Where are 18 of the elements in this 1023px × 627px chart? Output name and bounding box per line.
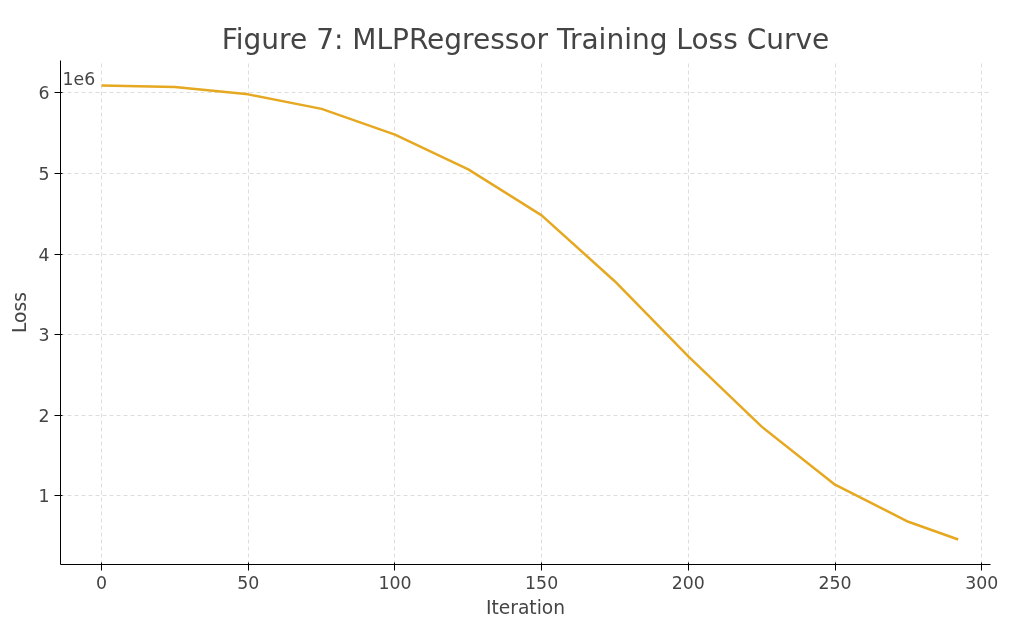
x-tick-label: 50 [237,572,260,593]
annotation: 1e6 [62,68,96,89]
x-tick-label: 100 [378,572,412,593]
y-tick-label: 2 [38,405,50,426]
x-tick-label: 300 [965,572,999,593]
x-axis-title: Iteration [485,596,566,618]
x-tick-label: 150 [525,572,559,593]
chart-title: Figure 7: MLPRegressor Training Loss Curve [221,22,830,56]
y-tick-label: 4 [38,244,50,265]
y-tick-label: 6 [38,83,50,104]
x-tick-label: 200 [671,572,705,593]
line-series [100,84,960,541]
x-tick-label: 0 [96,572,108,593]
y-tick-label: 5 [38,163,50,184]
y-axis-title: Loss [9,292,31,333]
y-tick-label: 1 [38,486,50,507]
x-tick-label: 250 [818,572,852,593]
y-tick-label: 3 [38,325,50,346]
